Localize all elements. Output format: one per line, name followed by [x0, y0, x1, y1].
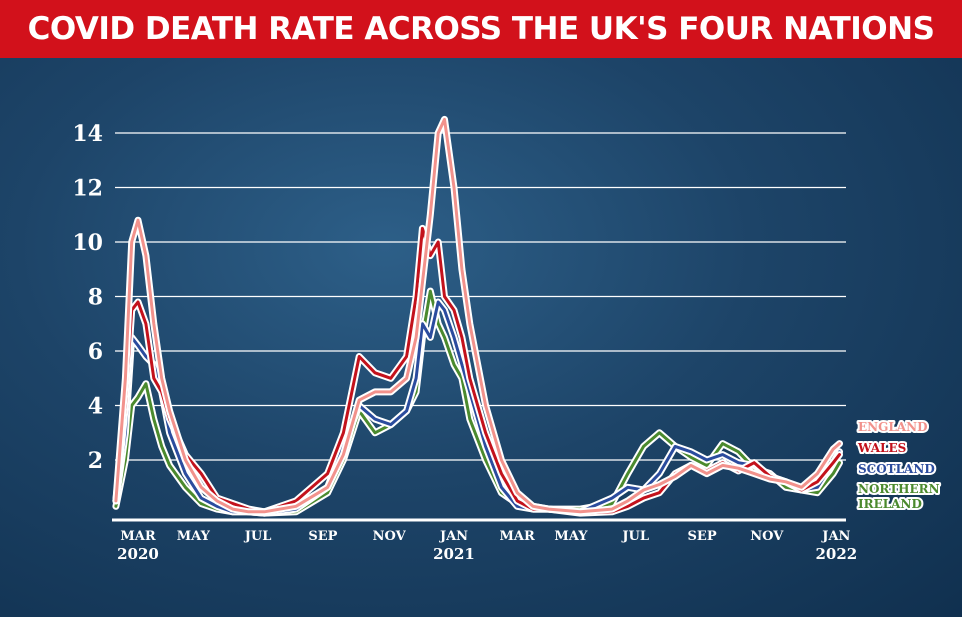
x-tick-year: 2022	[815, 545, 857, 563]
x-tick-label: MAY	[177, 529, 211, 544]
legend-label-scotland: SCOTLAND	[858, 462, 935, 476]
x-tick-label: JAN	[821, 529, 850, 544]
chart-title: COVID DEATH RATE ACROSS THE UK'S FOUR NA…	[27, 11, 935, 47]
x-tick-label: MAR	[120, 529, 155, 544]
series-halo-england	[112, 115, 843, 516]
x-tick-label: SEP	[688, 529, 717, 544]
y-tick-label: 4	[88, 394, 103, 420]
x-tick-year: 2020	[117, 545, 159, 563]
x-tick-label: JUL	[621, 529, 649, 544]
y-tick-label: 14	[72, 121, 103, 147]
y-tick-label: 8	[88, 285, 103, 311]
series-line-northern-ireland	[114, 289, 841, 515]
legend-label-northern-ireland: IRELAND	[858, 497, 922, 511]
x-tick-label: JUL	[244, 529, 272, 544]
x-tick-label: MAY	[554, 529, 588, 544]
x-tick-label: NOV	[750, 529, 784, 544]
legend-label-northern-ireland: NORTHERN	[858, 482, 940, 496]
x-tick-label: MAR	[500, 529, 535, 544]
y-tick-label: 12	[72, 176, 103, 202]
gridlines	[115, 132, 846, 461]
series-lines	[112, 115, 843, 517]
y-axis-ticks: 2 4 6 8 10 12 14	[72, 121, 103, 474]
y-tick-label: 10	[72, 230, 103, 256]
legend-label-england: ENGLAND	[858, 420, 928, 434]
x-tick-label: NOV	[373, 529, 407, 544]
legend-label-wales: WALES	[857, 441, 906, 455]
series-line-scotland	[114, 300, 841, 515]
title-banner: COVID DEATH RATE ACROSS THE UK'S FOUR NA…	[0, 0, 962, 58]
y-tick-label: 6	[88, 339, 103, 365]
y-tick-label: 2	[88, 448, 103, 474]
x-tick-label: JAN	[439, 529, 468, 544]
x-tick-year: 2021	[433, 545, 475, 563]
series-line-england	[114, 117, 841, 514]
x-tick-label: SEP	[308, 529, 337, 544]
